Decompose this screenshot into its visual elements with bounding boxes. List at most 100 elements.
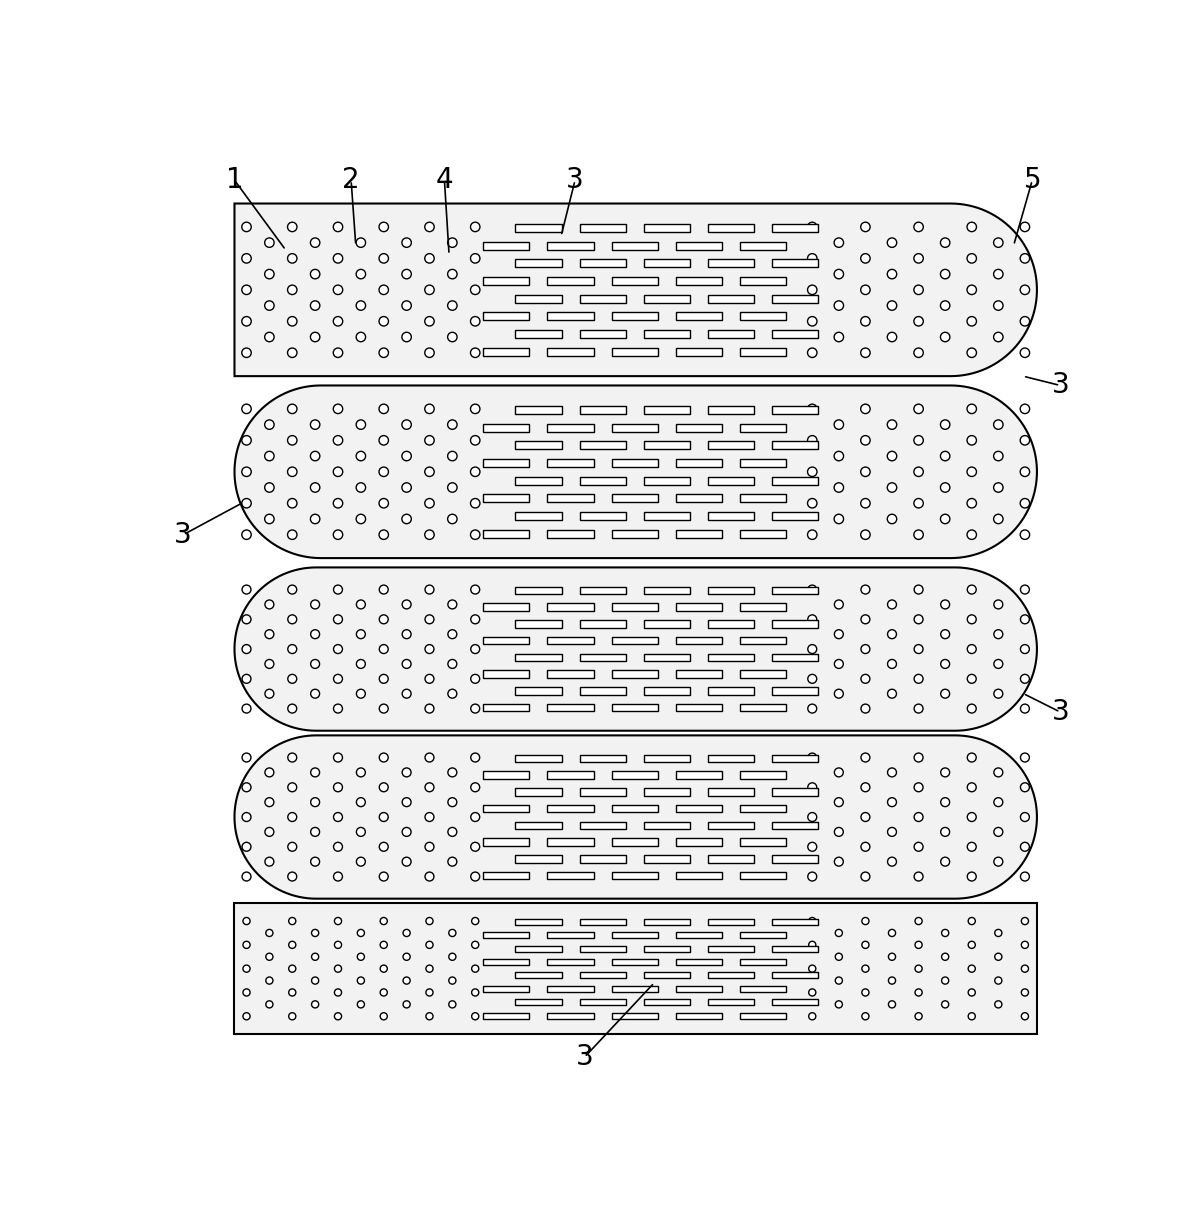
Circle shape [266, 1001, 273, 1008]
Text: 5: 5 [1023, 167, 1041, 195]
Bar [612, 530, 657, 537]
Circle shape [312, 929, 319, 936]
Polygon shape [235, 736, 1037, 899]
Circle shape [887, 630, 897, 638]
Bar [740, 603, 786, 610]
Bar [579, 919, 626, 925]
Bar [483, 637, 530, 644]
Bar [515, 259, 561, 268]
Bar [772, 330, 819, 338]
Bar [708, 788, 754, 795]
Bar [772, 973, 819, 979]
Circle shape [425, 783, 433, 792]
Circle shape [288, 467, 297, 477]
Circle shape [914, 585, 923, 595]
Bar [740, 1013, 786, 1019]
Circle shape [242, 812, 250, 822]
Circle shape [940, 483, 950, 492]
Circle shape [402, 420, 412, 429]
Circle shape [887, 238, 897, 247]
Bar [644, 224, 690, 232]
Circle shape [288, 585, 296, 595]
Circle shape [356, 270, 366, 278]
Circle shape [402, 798, 411, 806]
Bar [740, 933, 786, 939]
Circle shape [448, 300, 458, 310]
Circle shape [861, 843, 869, 851]
Circle shape [448, 238, 458, 247]
Circle shape [887, 332, 897, 342]
Circle shape [940, 630, 950, 638]
Circle shape [940, 659, 950, 669]
Circle shape [862, 1013, 869, 1020]
Circle shape [967, 348, 976, 358]
Bar [708, 1000, 754, 1006]
Bar [644, 919, 690, 925]
Bar [579, 587, 626, 595]
Text: 1: 1 [225, 167, 243, 195]
Bar [675, 872, 722, 879]
Bar [548, 242, 594, 249]
Circle shape [995, 976, 1002, 984]
Circle shape [861, 675, 869, 683]
Circle shape [1020, 530, 1029, 540]
Circle shape [448, 827, 456, 837]
Circle shape [448, 270, 458, 278]
Circle shape [1020, 499, 1029, 508]
Circle shape [1021, 585, 1029, 595]
Circle shape [1021, 843, 1029, 851]
Circle shape [887, 300, 897, 310]
Circle shape [425, 467, 435, 477]
Circle shape [471, 285, 480, 294]
Circle shape [861, 872, 869, 882]
Circle shape [993, 514, 1003, 524]
Circle shape [967, 812, 976, 822]
Circle shape [242, 872, 250, 882]
Circle shape [809, 918, 816, 924]
Circle shape [889, 953, 896, 961]
Circle shape [335, 989, 342, 996]
Circle shape [402, 270, 412, 278]
Bar [612, 771, 657, 779]
Circle shape [265, 332, 275, 342]
Circle shape [335, 1013, 342, 1020]
Bar [548, 313, 594, 320]
Circle shape [862, 966, 869, 973]
Circle shape [242, 285, 252, 294]
Circle shape [808, 783, 816, 792]
Circle shape [379, 530, 389, 540]
Circle shape [834, 599, 843, 609]
Circle shape [834, 483, 844, 492]
Bar [644, 654, 690, 662]
Circle shape [425, 843, 433, 851]
Bar [483, 348, 530, 356]
Circle shape [940, 420, 950, 429]
Bar [708, 687, 754, 694]
Circle shape [288, 435, 297, 445]
Bar [579, 973, 626, 979]
Bar [515, 687, 561, 694]
Bar [548, 872, 594, 879]
Circle shape [312, 976, 319, 984]
Circle shape [914, 704, 923, 713]
Bar [772, 687, 819, 694]
Circle shape [914, 348, 923, 358]
Circle shape [311, 514, 320, 524]
Bar [708, 441, 754, 449]
Bar [740, 670, 786, 679]
Circle shape [914, 223, 923, 231]
Circle shape [1020, 348, 1029, 358]
Bar [515, 973, 561, 979]
Circle shape [289, 1013, 296, 1020]
Bar [483, 805, 530, 812]
Bar [579, 406, 626, 413]
Bar [772, 654, 819, 662]
Bar [740, 423, 786, 432]
Bar [483, 670, 530, 679]
Circle shape [471, 499, 480, 508]
Circle shape [471, 704, 479, 713]
Bar [515, 224, 561, 232]
Circle shape [358, 953, 365, 961]
Circle shape [448, 332, 458, 342]
Circle shape [288, 843, 296, 851]
